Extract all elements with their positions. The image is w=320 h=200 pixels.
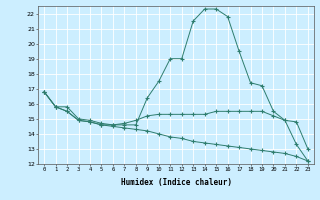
X-axis label: Humidex (Indice chaleur): Humidex (Indice chaleur) — [121, 178, 231, 187]
